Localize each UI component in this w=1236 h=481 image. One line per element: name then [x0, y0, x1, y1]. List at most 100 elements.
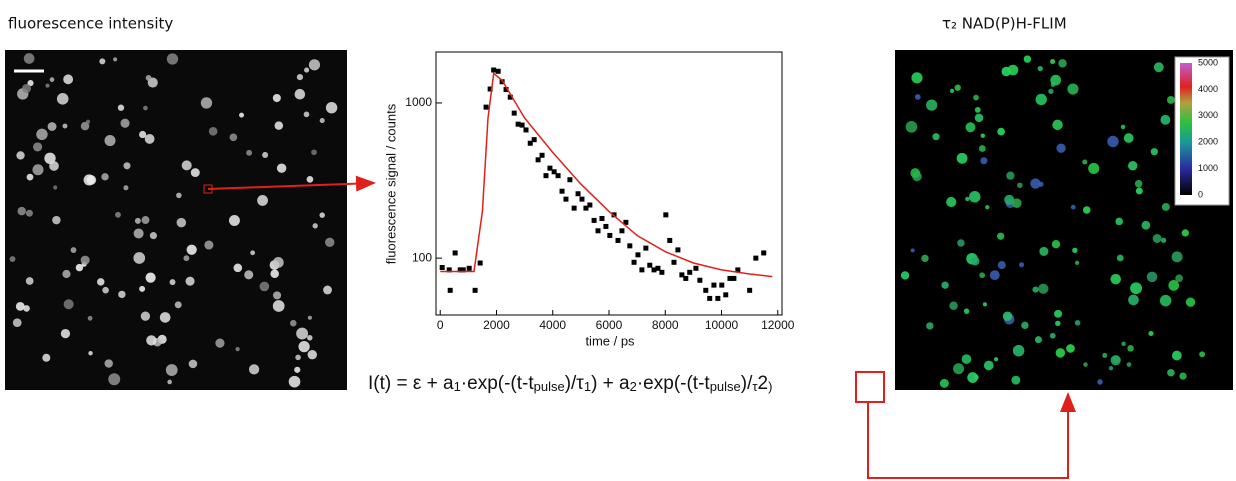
data-point: [477, 260, 483, 266]
cell: [104, 135, 116, 147]
data-point: [515, 121, 521, 127]
cell: [974, 113, 984, 123]
cell: [186, 244, 197, 255]
cell: [1011, 198, 1022, 209]
cell: [1159, 294, 1172, 307]
cell: [233, 263, 243, 273]
cell: [914, 94, 921, 100]
data-point: [659, 269, 665, 275]
cell: [1083, 362, 1088, 367]
data-point: [643, 245, 649, 251]
cell: [1002, 311, 1013, 321]
data-point: [495, 68, 501, 74]
subscript: pulse: [534, 379, 565, 394]
data-point: [595, 228, 601, 234]
cell: [1072, 247, 1078, 254]
x-tick-label: 4000: [539, 318, 566, 332]
cell: [144, 134, 155, 144]
cell: [141, 216, 150, 224]
data-point: [563, 196, 569, 202]
cell: [969, 191, 981, 203]
cell: [273, 291, 282, 300]
data-point: [647, 262, 653, 268]
data-point: [567, 177, 573, 183]
cell: [1006, 171, 1015, 180]
data-point: [503, 87, 509, 93]
cell: [949, 301, 958, 310]
cell: [905, 121, 918, 133]
subscript: 1: [454, 379, 461, 394]
y-tick-label: 100: [412, 250, 432, 264]
cell: [1082, 206, 1091, 214]
cell: [1135, 187, 1143, 195]
cell: [42, 353, 51, 362]
cell: [319, 118, 325, 124]
cell: [296, 327, 309, 340]
y-axis-label: fluorescence signal / counts: [383, 103, 398, 264]
formula-part: )/: [741, 373, 753, 394]
cell: [143, 105, 148, 111]
cell: [1116, 254, 1124, 262]
data-point: [439, 265, 445, 271]
fit-curve: [440, 71, 773, 278]
subscript: ): [768, 379, 772, 394]
cell: [1074, 260, 1080, 266]
data-point: [651, 267, 657, 273]
data-point: [579, 196, 585, 202]
cell: [215, 338, 225, 348]
cell: [140, 311, 151, 321]
cell: [53, 185, 58, 190]
cell: [1123, 133, 1134, 143]
data-point: [675, 247, 681, 253]
cell: [120, 118, 130, 128]
cell: [1048, 88, 1054, 94]
cell: [229, 133, 238, 142]
data-point: [715, 295, 721, 301]
cell: [1160, 114, 1171, 125]
data-point: [571, 205, 577, 211]
cell: [1168, 280, 1180, 291]
pixel-marker: [203, 184, 213, 194]
cell: [973, 94, 979, 101]
cell: [250, 250, 256, 256]
cell: [1050, 74, 1062, 86]
cell: [1050, 59, 1056, 65]
cell: [200, 97, 213, 109]
data-point: [447, 287, 453, 293]
cell: [239, 112, 245, 118]
cell: [63, 299, 74, 310]
cell: [294, 88, 306, 100]
cell: [1102, 352, 1108, 359]
cell: [23, 305, 30, 312]
cell: [49, 161, 59, 171]
cell: [989, 270, 1000, 281]
data-point: [547, 165, 553, 171]
cell: [1055, 348, 1066, 358]
colorbar-tick-label: 4000: [1198, 84, 1218, 94]
cell: [146, 335, 157, 346]
cell: [1088, 162, 1100, 174]
cell: [1150, 148, 1158, 156]
x-tick-label: 2000: [483, 318, 510, 332]
cell: [1181, 229, 1189, 237]
formula-part: ·exp(-(t-t: [637, 373, 711, 394]
cell: [1171, 251, 1183, 263]
arrow: [207, 175, 376, 192]
data-point: [446, 267, 452, 273]
cell: [970, 256, 980, 266]
data-point: [535, 157, 541, 163]
data-point: [466, 265, 472, 271]
cell: [1161, 202, 1170, 211]
cell: [1097, 379, 1103, 385]
cell: [900, 271, 910, 280]
cell: [62, 269, 71, 279]
cell: [165, 364, 178, 376]
cell: [1037, 65, 1043, 72]
formula-part: ) + a: [591, 373, 630, 394]
cell: [272, 93, 281, 103]
data-point: [693, 265, 699, 271]
cell: [1017, 182, 1023, 189]
cell: [1115, 217, 1123, 226]
formula-part: ·exp(-(t-t: [461, 373, 535, 394]
cell: [1107, 135, 1119, 148]
